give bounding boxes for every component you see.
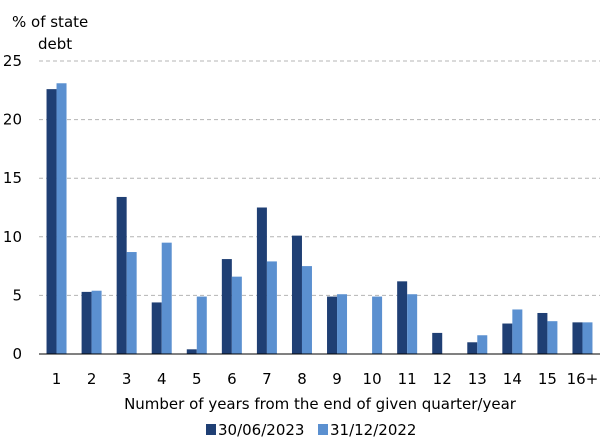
legend: 30/06/2023 31/12/2022	[206, 421, 416, 439]
legend-label: 30/06/2023	[218, 421, 304, 439]
x-tick-label: 2	[87, 370, 97, 388]
x-tick-label: 13	[468, 370, 487, 388]
x-tick-label: 4	[157, 370, 167, 388]
bar-30/06/2023-9	[327, 296, 338, 354]
y-tick-label: 25	[3, 52, 22, 70]
bar-31/12/2022-2	[91, 290, 102, 354]
bar-30/06/2023-12	[432, 332, 443, 354]
bar-30/06/2023-11	[397, 281, 408, 354]
y-axis-label: % of state debt	[12, 13, 88, 53]
x-tick-label: 9	[332, 370, 342, 388]
x-tick-label: 12	[433, 370, 452, 388]
bar-30/06/2023-5	[186, 349, 197, 354]
y-axis-label-line-2: debt	[38, 35, 72, 53]
bar-30/06/2023-2	[81, 291, 92, 354]
x-tick-label: 7	[262, 370, 272, 388]
bar-30/06/2023-3	[116, 196, 127, 354]
x-tick-label: 5	[192, 370, 202, 388]
legend-swatch	[318, 424, 328, 435]
bar-31/12/2022-15	[547, 321, 558, 354]
bar-30/06/2023-7	[256, 207, 267, 354]
x-axis-label: Number of years from the end of given qu…	[124, 395, 517, 413]
bar-30/06/2023-6	[221, 259, 232, 354]
x-tick-label: 11	[398, 370, 417, 388]
bar-30/06/2023-16+	[572, 322, 583, 354]
bar-31/12/2022-9	[337, 294, 348, 354]
bar-31/12/2022-1	[56, 83, 67, 354]
bar-31/12/2022-10	[372, 296, 383, 354]
y-tick-label: 10	[3, 228, 22, 246]
bar-31/12/2022-14	[512, 309, 523, 354]
bar-30/06/2023-1	[46, 89, 57, 355]
bar-30/06/2023-14	[502, 323, 513, 354]
bar-30/06/2023-8	[291, 235, 302, 354]
legend-label: 31/12/2022	[330, 421, 416, 439]
y-tick-label: 20	[3, 111, 22, 129]
bar-31/12/2022-7	[266, 261, 277, 354]
bar-30/06/2023-15	[537, 312, 548, 354]
bar-30/06/2023-4	[151, 302, 162, 354]
bar-31/12/2022-5	[196, 296, 207, 354]
legend-swatch	[206, 424, 216, 435]
bar-31/12/2022-11	[407, 294, 418, 354]
bar-31/12/2022-6	[231, 276, 242, 354]
y-axis-ticks: 0 5 10 15 20 25	[3, 52, 22, 363]
x-tick-label: 16+	[567, 370, 599, 388]
bars	[46, 83, 593, 355]
y-tick-label: 0	[12, 345, 22, 363]
x-tick-label: 14	[503, 370, 522, 388]
bar-31/12/2022-8	[301, 266, 312, 354]
x-tick-label: 8	[297, 370, 307, 388]
x-tick-label: 3	[122, 370, 132, 388]
bar-30/06/2023-13	[467, 342, 478, 354]
x-tick-label: 1	[52, 370, 62, 388]
bar-31/12/2022-13	[477, 335, 488, 354]
bar-31/12/2022-16+	[582, 322, 593, 354]
x-tick-label: 10	[363, 370, 382, 388]
x-tick-label: 6	[227, 370, 237, 388]
x-axis-ticks: 1 2 3 4 5 6 7 8 9 10 11 12 13 14 15 16+	[52, 370, 599, 388]
y-tick-label: 15	[3, 169, 22, 187]
bar-31/12/2022-4	[161, 242, 172, 354]
y-tick-label: 5	[12, 286, 22, 304]
y-axis-label-line-1: % of state	[12, 13, 88, 31]
x-tick-label: 15	[538, 370, 557, 388]
bar-31/12/2022-3	[126, 252, 137, 354]
